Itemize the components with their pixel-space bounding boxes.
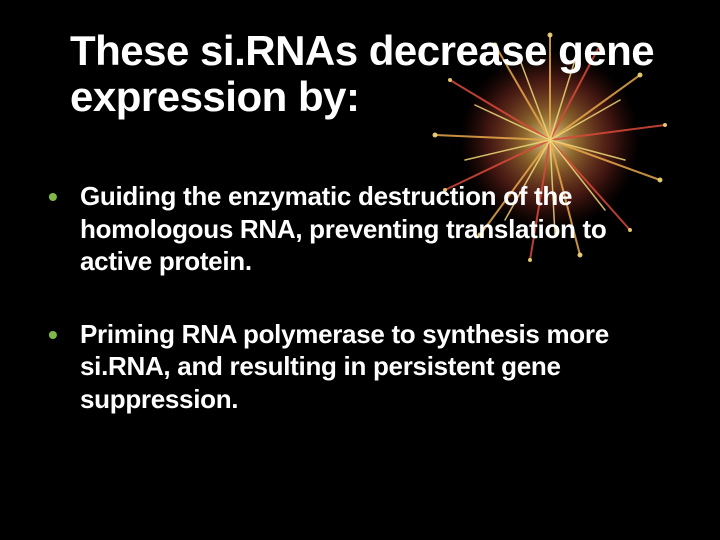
slide-title: These si.RNAs decrease gene expression b… [70,28,680,120]
bullet-item: Guiding the enzymatic destruction of the… [40,180,680,278]
bullet-item: Priming RNA polymerase to synthesis more… [40,318,680,416]
bullet-list: Guiding the enzymatic destruction of the… [40,180,680,415]
slide-container: These si.RNAs decrease gene expression b… [0,0,720,540]
